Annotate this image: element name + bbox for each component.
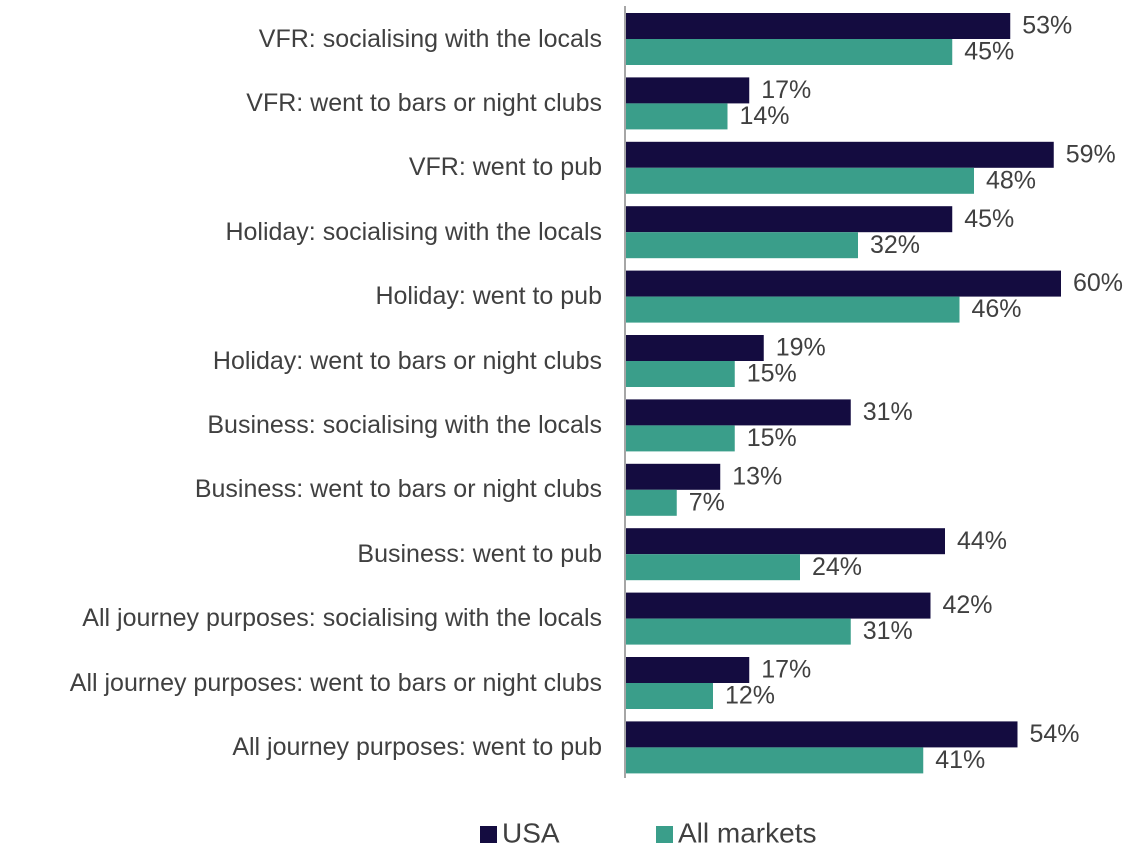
bar <box>626 463 721 490</box>
category-label: Business: went to pub <box>357 539 602 568</box>
category-label: Business: socialising with the locals <box>207 410 602 439</box>
bar <box>626 141 1054 168</box>
value-label: 45% <box>964 205 1014 233</box>
value-label: 44% <box>957 527 1007 555</box>
bar <box>626 747 924 774</box>
value-label: 59% <box>1066 140 1116 168</box>
bar <box>626 13 1011 39</box>
bar <box>626 554 800 581</box>
value-label: 19% <box>776 334 826 362</box>
value-label: 53% <box>1022 12 1072 40</box>
value-label: 42% <box>943 591 993 619</box>
bar <box>626 206 953 233</box>
value-label: 17% <box>761 656 811 684</box>
category-label: All journey purposes: went to bars or ni… <box>69 668 602 697</box>
legend-label: USA <box>502 817 560 846</box>
legend-label: All markets <box>678 817 816 846</box>
value-label: 46% <box>972 295 1022 323</box>
category-label: VFR: socialising with the locals <box>258 24 602 53</box>
value-label: 31% <box>863 617 913 645</box>
value-label: 54% <box>1030 720 1080 748</box>
legend-swatch <box>656 826 673 843</box>
category-label: Holiday: socialising with the locals <box>225 217 602 246</box>
value-label: 14% <box>740 102 790 130</box>
value-label: 32% <box>870 231 920 259</box>
bar <box>626 270 1061 297</box>
value-label: 24% <box>812 553 862 581</box>
bar <box>626 683 713 709</box>
value-label: 15% <box>747 360 797 388</box>
category-label: VFR: went to bars or night clubs <box>246 88 602 117</box>
value-label: 17% <box>761 76 811 104</box>
category-label: VFR: went to pub <box>408 153 602 182</box>
value-label: 13% <box>732 462 782 490</box>
value-label: 31% <box>863 398 913 426</box>
bar <box>626 335 764 361</box>
value-label: 45% <box>964 38 1014 66</box>
bar <box>626 232 858 259</box>
bar <box>626 399 851 426</box>
bar <box>626 103 728 130</box>
category-label: Holiday: went to pub <box>375 282 602 311</box>
bar <box>626 167 974 194</box>
bar <box>626 489 677 516</box>
category-label: Holiday: went to bars or night clubs <box>212 346 602 375</box>
bar <box>626 296 960 323</box>
bar <box>626 657 750 683</box>
value-label: 41% <box>935 746 985 774</box>
bar <box>626 721 1018 748</box>
bar <box>626 425 735 452</box>
bar <box>626 618 851 645</box>
value-label: 60% <box>1073 269 1123 297</box>
value-label: 12% <box>725 682 775 710</box>
legend-swatch <box>480 826 497 843</box>
bar <box>626 39 953 65</box>
bar <box>626 592 931 619</box>
value-label: 15% <box>747 424 797 452</box>
bar <box>626 77 750 104</box>
bar <box>626 528 945 555</box>
category-label: All journey purposes: socialising with t… <box>82 604 602 633</box>
value-label: 7% <box>689 488 725 516</box>
category-label: Business: went to bars or night clubs <box>194 475 602 504</box>
bar <box>626 361 735 387</box>
value-label: 48% <box>986 166 1036 194</box>
category-label: All journey purposes: went to pub <box>232 732 602 761</box>
